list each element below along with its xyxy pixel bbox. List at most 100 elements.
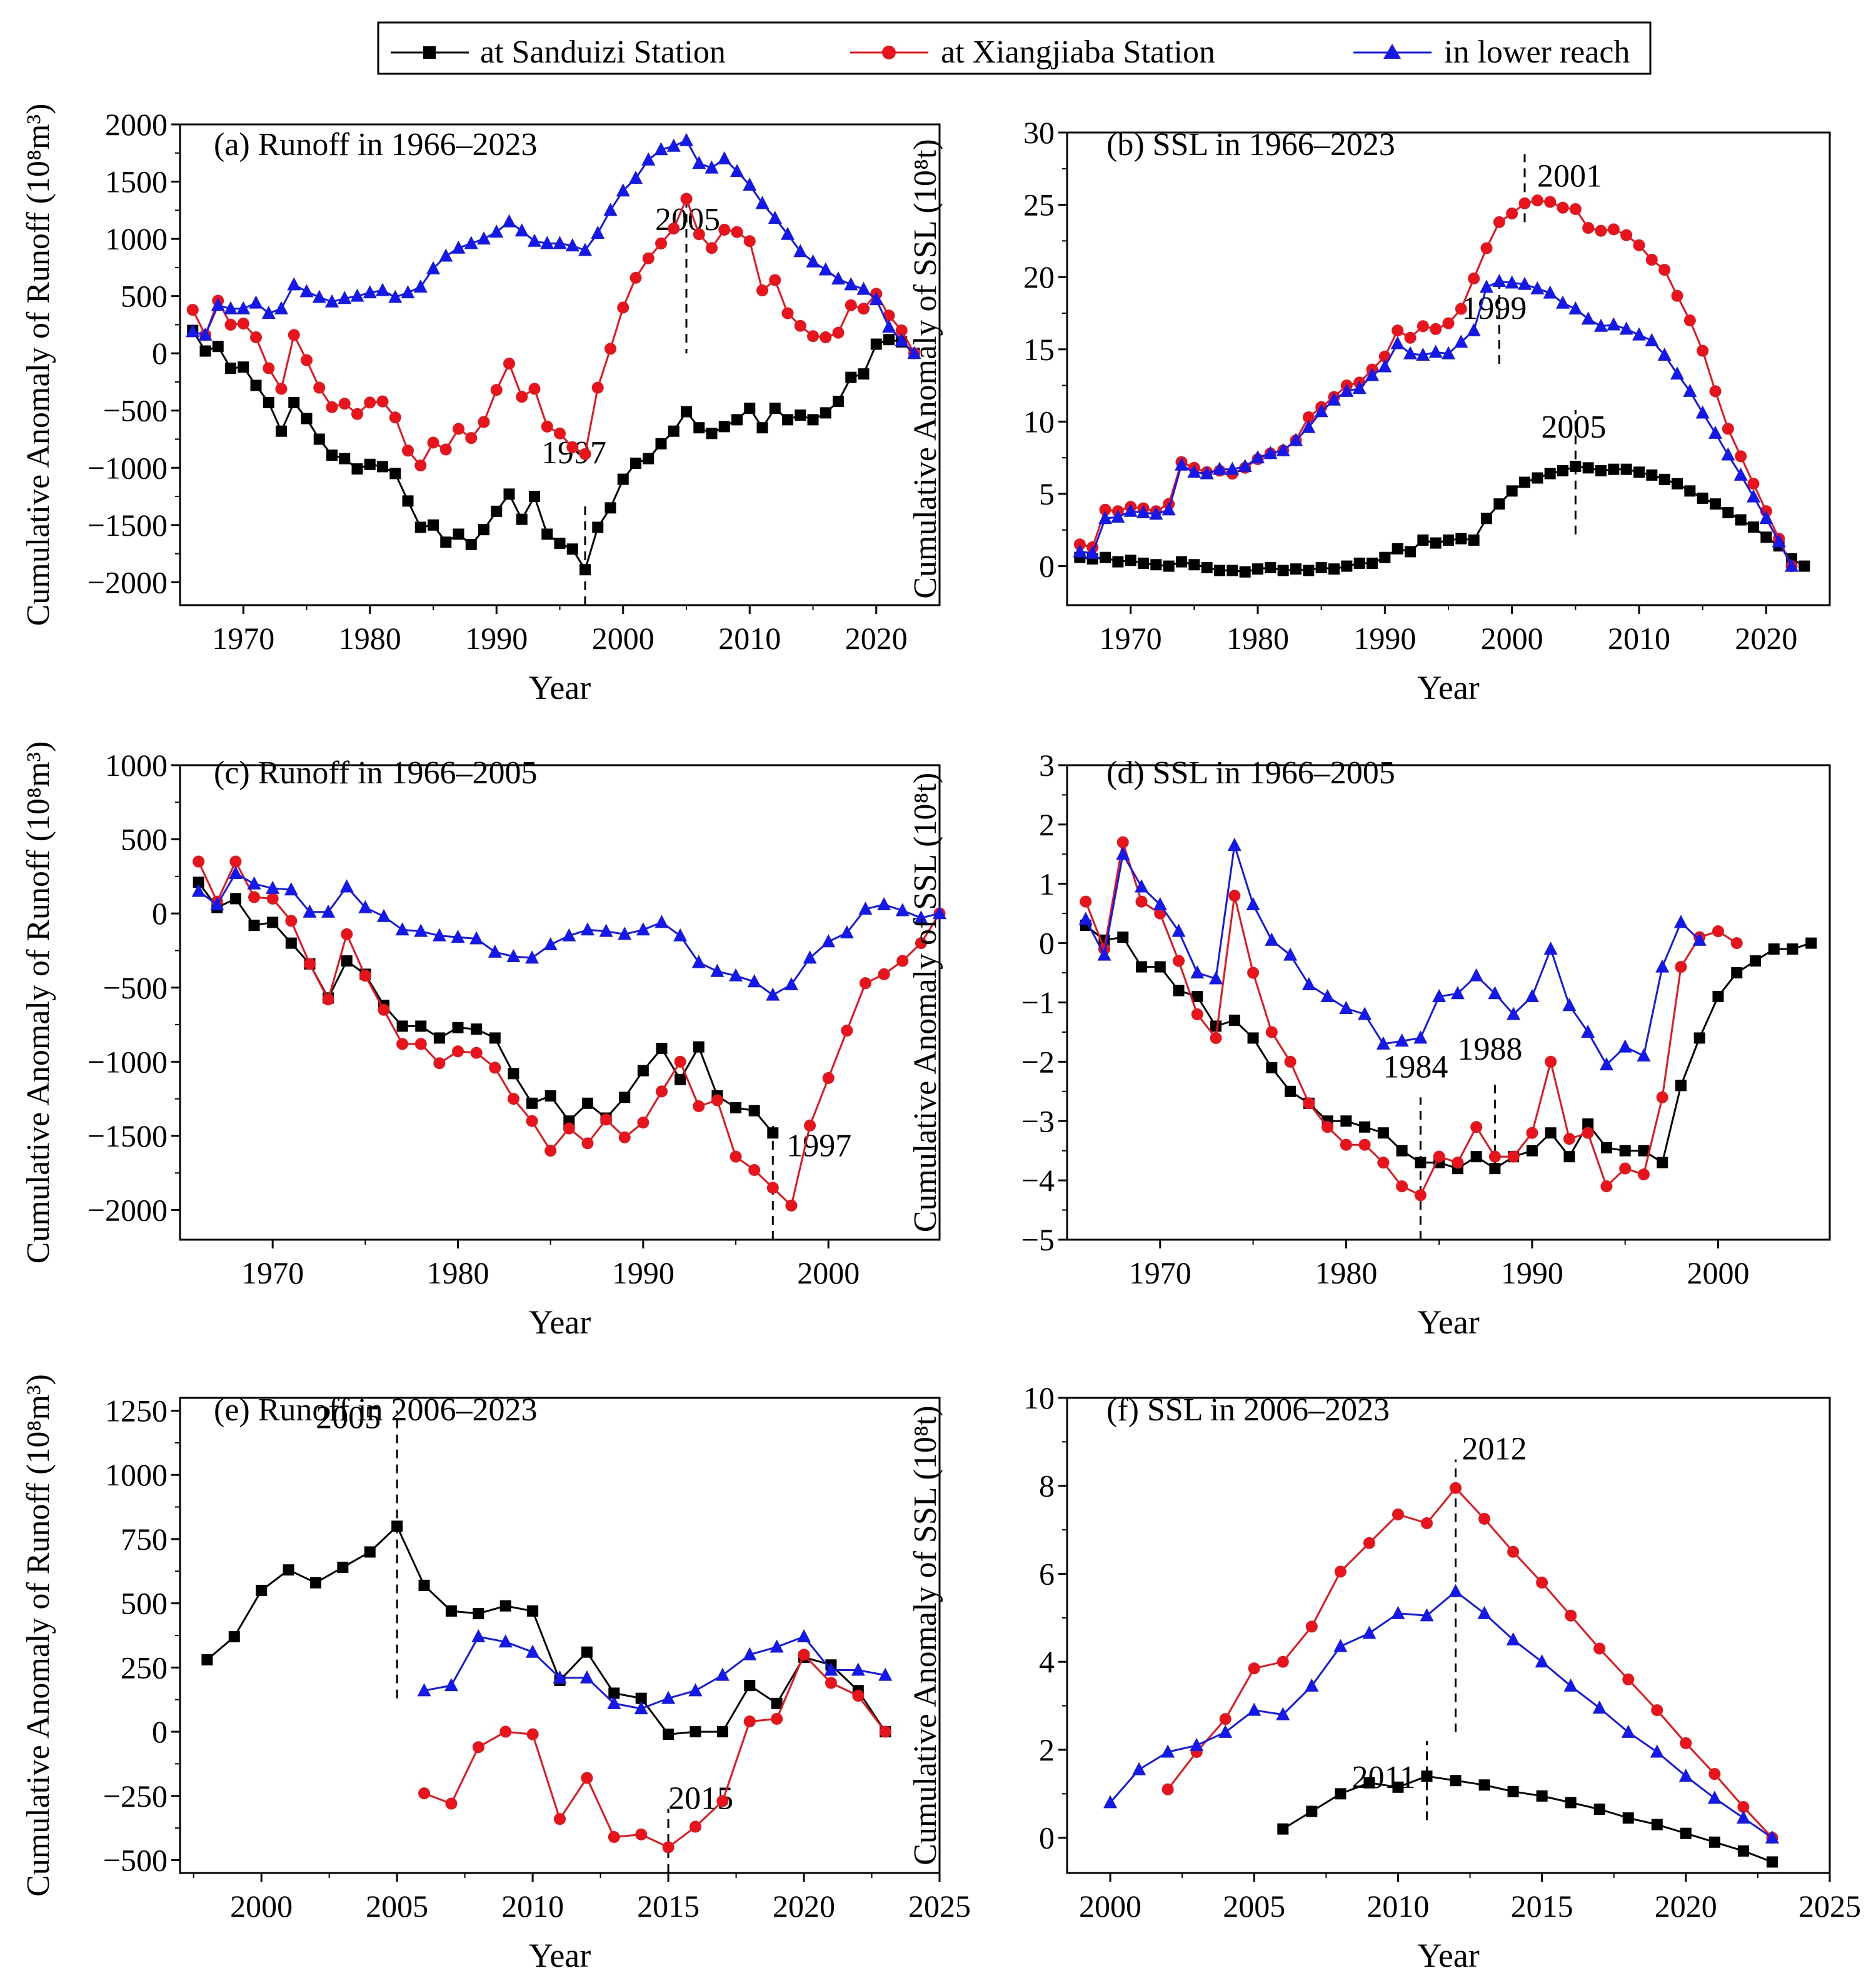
- panel-a-point-lower-reach: [666, 138, 681, 152]
- panel-b-point-sanduizi: [1163, 560, 1175, 572]
- panel-b-point-lower-reach: [1390, 336, 1405, 349]
- panel-d-point-lower-reach: [1692, 932, 1707, 946]
- panel-a-point-sanduizi: [503, 488, 515, 500]
- panel-b-annotation-label: 1999: [1462, 291, 1527, 326]
- panel-b-point-xiangjiaba: [1709, 385, 1722, 398]
- panel-a-point-sanduizi: [655, 438, 667, 449]
- panel-a-point-xiangjiaba: [566, 441, 579, 453]
- panel-e-point-lower-reach: [444, 1678, 458, 1692]
- panel-b-point-sanduizi: [1277, 565, 1289, 576]
- panel-b-point-lower-reach: [1302, 419, 1316, 433]
- panel-a-point-lower-reach: [856, 281, 871, 295]
- panel-c-point-lower-reach: [543, 936, 558, 950]
- legend-label-xiangjiaba: at Xiangjiaba Station: [941, 34, 1215, 70]
- panel-c-point-lower-reach: [599, 923, 613, 937]
- panel-d-point-xiangjiaba: [1080, 895, 1092, 908]
- panel-b-point-lower-reach: [1352, 381, 1367, 394]
- panel-c-point-lower-reach: [803, 950, 817, 964]
- panel-a-point-xiangjiaba: [275, 383, 288, 395]
- panel-b-point-sanduizi: [1252, 563, 1263, 575]
- panel-b-point-sanduizi: [1710, 498, 1721, 510]
- panel-a-point-lower-reach: [793, 244, 808, 258]
- panel-b-point-xiangjiaba: [1683, 314, 1696, 327]
- panel-c-point-xiangjiaba: [730, 1150, 742, 1163]
- panel-d-point-xiangjiaba: [1265, 1026, 1278, 1038]
- panel-c-point-lower-reach: [247, 876, 261, 890]
- panel-b-point-lower-reach: [1480, 279, 1493, 293]
- panel-c-point-lower-reach: [395, 922, 409, 936]
- panel-b-point-xiangjiaba: [1506, 207, 1518, 219]
- panel-b-point-sanduizi: [1519, 476, 1530, 488]
- panel-c-point-sanduizi: [248, 920, 260, 931]
- panel-b-point-lower-reach: [1785, 558, 1798, 572]
- panel-a-point-lower-reach: [730, 164, 744, 178]
- panel-c-point-lower-reach: [858, 901, 873, 915]
- panel-c-point-xiangjiaba: [822, 1072, 835, 1084]
- panel-a-annotation-label: 2005: [655, 202, 720, 238]
- panel-b-point-xiangjiaba: [1442, 317, 1455, 329]
- panel-d-point-xiangjiaba: [1730, 937, 1743, 950]
- panel-d-point-lower-reach: [1078, 911, 1093, 925]
- panel-a-point-sanduizi: [402, 495, 414, 507]
- panel-b-point-sanduizi: [1493, 498, 1505, 510]
- panel-c-point-lower-reach: [580, 922, 594, 936]
- panel-e-point-xiangjiaba: [499, 1725, 512, 1738]
- panel-b-point-xiangjiaba: [1697, 344, 1709, 357]
- panel-c-point-lower-reach: [321, 904, 336, 918]
- panel-e-point-xiangjiaba: [798, 1649, 810, 1661]
- panel-a-point-xiangjiaba: [376, 395, 389, 408]
- panel-b-point-sanduizi: [1557, 464, 1568, 476]
- panel-d-ylabel: Cumulative Anomaly of SSL (10⁸t): [908, 773, 943, 1233]
- panel-e-point-lower-reach: [824, 1662, 838, 1676]
- panel-e-xtick-label: 2020: [773, 1889, 835, 1924]
- panel-b-point-sanduizi: [1125, 555, 1136, 566]
- panel-b-ytick-label: 5: [1039, 476, 1055, 511]
- panel-e-point-sanduizi: [663, 1729, 675, 1740]
- panel-a-point-sanduizi: [870, 338, 882, 350]
- panel-a-series-line-lower-reach: [192, 139, 915, 354]
- panel-b-xlabel: Year: [1417, 669, 1480, 706]
- panel-c-ytick-label: −1500: [88, 1118, 168, 1153]
- panel-c-point-lower-reach: [784, 977, 798, 991]
- legend-label-sanduizi: at Sanduizi Station: [480, 34, 726, 70]
- panel-a-point-xiangjiaba: [465, 432, 478, 444]
- panel-a-point-sanduizi: [744, 403, 756, 414]
- panel-d-point-lower-reach: [1432, 989, 1447, 1003]
- panel-e-point-lower-reach: [498, 1634, 513, 1648]
- panel-a-point-sanduizi: [643, 453, 655, 464]
- panel-a-point-xiangjiaba: [807, 330, 819, 343]
- panel-a-point-xiangjiaba: [478, 416, 490, 428]
- panel-a-point-lower-reach: [388, 289, 403, 303]
- panel-a-point-xiangjiaba: [591, 381, 604, 394]
- panel-b-point-lower-reach: [1161, 502, 1176, 516]
- panel-b-point-xiangjiaba: [1735, 450, 1747, 463]
- panel-d-point-xiangjiaba: [1488, 1150, 1501, 1163]
- panel-d-point-xiangjiaba: [1191, 1008, 1203, 1020]
- legend-label-lower-reach: in lower reach: [1444, 34, 1630, 70]
- panel-b-point-lower-reach: [1467, 323, 1481, 336]
- panel-e-point-sanduizi: [228, 1631, 240, 1643]
- panel-a-title: (a) Runoff in 1966–2023: [214, 127, 538, 163]
- panel-e-point-lower-reach: [797, 1629, 811, 1643]
- panel-b-point-sanduizi: [1672, 478, 1683, 489]
- panel-f-point-lower-reach: [1218, 1724, 1233, 1738]
- panel-d-point-sanduizi: [1247, 1032, 1259, 1044]
- panel-c-point-lower-reach: [339, 879, 354, 893]
- panel-e-point-xiangjiaba: [526, 1728, 539, 1740]
- panel-c-xlabel: Year: [529, 1303, 591, 1341]
- panel-d-point-xiangjiaba: [1526, 1127, 1538, 1139]
- panel-b-point-sanduizi: [1481, 513, 1492, 525]
- panel-c-point-xiangjiaba: [655, 1085, 668, 1098]
- panel-c-point-xiangjiaba: [452, 1045, 464, 1058]
- panel-c-point-xiangjiaba: [804, 1119, 816, 1132]
- panel-b-point-lower-reach: [1556, 295, 1570, 309]
- panel-d-point-xiangjiaba: [1582, 1127, 1594, 1139]
- panel-b-point-lower-reach: [1442, 346, 1455, 359]
- panel-b-point-sanduizi: [1367, 557, 1378, 569]
- panel-a-point-xiangjiaba: [579, 448, 591, 460]
- panel-a-point-lower-reach: [236, 301, 251, 314]
- panel-a-ytick-label: 1000: [105, 221, 168, 256]
- panel-a-point-xiangjiaba: [655, 237, 667, 249]
- panel-b-point-lower-reach: [1492, 274, 1507, 288]
- panel-c-point-lower-reach: [710, 963, 725, 977]
